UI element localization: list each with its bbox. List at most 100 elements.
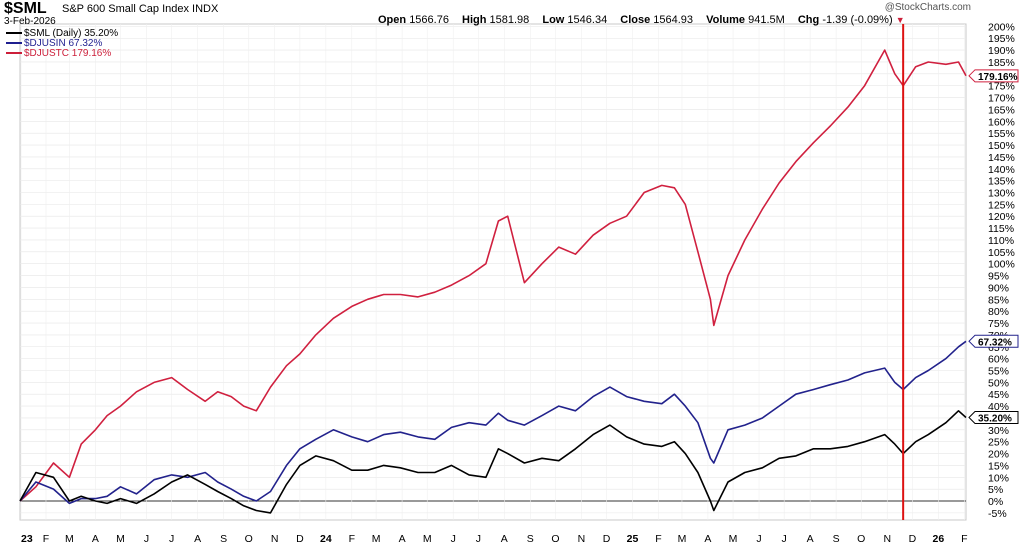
series-line-sml: [19, 409, 967, 514]
legend-item-djustc: $DJUSTC 179.16%: [6, 49, 118, 59]
last-value-labels: 179.16% 67.32% 35.20%: [968, 69, 1019, 424]
high-label: High: [462, 14, 487, 26]
y-tick-label: 15%: [988, 460, 1009, 472]
y-tick-label: 165%: [988, 104, 1015, 116]
y-tick-label: 5%: [988, 484, 1003, 496]
x-tick-label: S: [833, 533, 840, 545]
x-tick-label: J: [782, 533, 787, 545]
legend-label: $DJUSIN 67.32%: [24, 38, 103, 49]
y-tick-label: 140%: [988, 164, 1015, 176]
series-layer: [19, 49, 967, 514]
x-tick-label: O: [551, 533, 559, 545]
legend-label: $DJUSTC 179.16%: [24, 48, 112, 59]
last-value-badge-box: [968, 69, 1019, 83]
y-tick-label: 135%: [988, 176, 1015, 188]
x-tick-label: N: [883, 533, 891, 545]
y-tick-label: 80%: [988, 306, 1009, 318]
x-tick-label: N: [578, 533, 586, 545]
x-tick-label: A: [501, 533, 508, 545]
open-value: 1566.76: [409, 14, 449, 26]
volume-label: Volume: [706, 14, 746, 26]
close-value: 1564.93: [653, 14, 694, 26]
plot-area: [19, 23, 967, 521]
last-value-label: 35.20%: [978, 413, 1012, 424]
x-tick-label: 25: [627, 533, 639, 545]
chart-date: 3-Feb-2026: [4, 16, 56, 27]
last-value-badge: 179.16%: [968, 69, 1019, 83]
chg-value: -1.39 (-0.09%): [822, 14, 893, 26]
x-tick-label: A: [194, 533, 201, 545]
last-value-badge-box: [968, 410, 1019, 424]
x-tick-label: F: [43, 533, 49, 545]
y-tick-label: 170%: [988, 93, 1015, 105]
x-tick-label: S: [220, 533, 227, 545]
index-name: S&P 600 Small Cap Index INDX: [62, 3, 219, 15]
y-tick-label: 145%: [988, 152, 1015, 164]
y-tick-label: -5%: [988, 508, 1007, 520]
x-tick-label: M: [372, 533, 381, 545]
legend-line-swatch-icon: [6, 32, 22, 35]
last-value-badge: 67.32%: [968, 334, 1019, 348]
y-tick-label: 95%: [988, 271, 1009, 283]
y-tick-label: 150%: [988, 140, 1015, 152]
y-tick-label: 105%: [988, 247, 1015, 259]
y-tick-label: 130%: [988, 187, 1015, 199]
x-tick-label: M: [65, 533, 74, 545]
last-value-label: 67.32%: [978, 337, 1012, 348]
series-line-djusin: [19, 340, 967, 505]
x-tick-label: J: [144, 533, 149, 545]
x-tick-label: O: [245, 533, 253, 545]
x-tick-label: O: [857, 533, 865, 545]
y-tick-label: 10%: [988, 472, 1009, 484]
y-tick-label: 85%: [988, 294, 1009, 306]
x-tick-label: F: [961, 533, 967, 545]
y-tick-label: 45%: [988, 389, 1009, 401]
y-tick-label: 155%: [988, 128, 1015, 140]
y-tick-label: 100%: [988, 259, 1015, 271]
y-tick-label: 20%: [988, 449, 1009, 461]
legend: $SML (Daily) 35.20% $DJUSIN 67.32% $DJUS…: [6, 29, 118, 59]
x-axis: 23 F M A M J J A S O N D 24 F M A M J J A S O N D 25 F M A M J J A S O N D 2…: [20, 24, 968, 545]
x-tick-label: A: [399, 533, 406, 545]
y-tick-label: 185%: [988, 57, 1015, 69]
x-tick-label: A: [807, 533, 814, 545]
high-value: 1581.98: [489, 14, 530, 26]
series-line-djustc: [19, 49, 967, 502]
low-value: 1546.34: [567, 14, 608, 26]
x-tick-label: F: [349, 533, 355, 545]
x-tick-label: A: [704, 533, 711, 545]
y-tick-label: 25%: [988, 437, 1009, 449]
y-tick-label: 60%: [988, 354, 1009, 366]
x-tick-label: M: [116, 533, 125, 545]
last-value-label: 179.16%: [978, 72, 1018, 83]
y-tick-label: 160%: [988, 116, 1015, 128]
y-tick-label: 0%: [988, 496, 1003, 508]
x-tick-label: D: [603, 533, 611, 545]
low-label: Low: [542, 14, 565, 26]
y-tick-label: 55%: [988, 365, 1009, 377]
x-tick-label: J: [756, 533, 761, 545]
x-tick-label: J: [451, 533, 456, 545]
volume-value: 941.5M: [748, 14, 785, 26]
close-label: Close: [620, 14, 651, 26]
stockcharts-logo: @StockCharts.com: [884, 2, 971, 13]
y-tick-label: 115%: [988, 223, 1014, 235]
y-tick-label: 175%: [988, 81, 1015, 93]
y-tick-label: 190%: [988, 45, 1015, 57]
x-tick-label: M: [678, 533, 687, 545]
legend-item-sml: $SML (Daily) 35.20%: [6, 29, 118, 39]
y-tick-label: 120%: [988, 211, 1015, 223]
x-tick-label: 23: [21, 533, 33, 545]
legend-line-swatch-icon: [6, 52, 22, 55]
x-tick-label: 26: [933, 533, 945, 545]
x-tick-label: 24: [320, 533, 332, 545]
x-tick-label: M: [423, 533, 432, 545]
y-tick-label: 90%: [988, 282, 1009, 294]
legend-label: $SML (Daily) 35.20%: [24, 28, 119, 39]
y-tick-label: 200%: [988, 21, 1015, 33]
legend-item-djusin: $DJUSIN 67.32%: [6, 39, 118, 49]
x-tick-label: D: [296, 533, 304, 545]
y-tick-label: 75%: [988, 318, 1009, 330]
last-value-badge: 35.20%: [968, 410, 1019, 424]
